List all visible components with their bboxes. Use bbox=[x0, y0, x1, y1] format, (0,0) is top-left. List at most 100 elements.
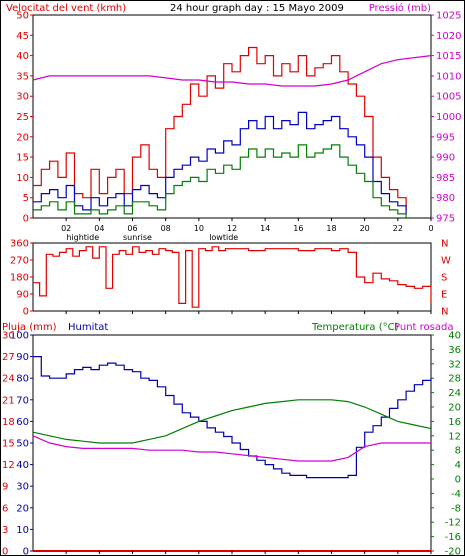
temperature-y-tick-label: 12 bbox=[448, 431, 461, 442]
wind-x-tick-label: 14 bbox=[260, 224, 270, 233]
pressure-y-tick-label: 980 bbox=[436, 193, 455, 204]
temperature-y-tick-label: -12 bbox=[445, 518, 461, 529]
direction-y-tick-label: 90 bbox=[16, 290, 29, 301]
wind_avg-line bbox=[33, 111, 407, 214]
wind-y-tick-label: 50 bbox=[16, 11, 29, 22]
temperature-y-tick-label: 20 bbox=[448, 403, 461, 414]
pressure-y-tick-label: 1000 bbox=[436, 112, 461, 123]
wind-speed-axis-title: Velocitat del vent (kmh) bbox=[6, 3, 126, 14]
chart-marks: 0510152025303540455097598098599099510001… bbox=[2, 11, 461, 556]
humidity-y-tick-label: 70 bbox=[16, 395, 29, 406]
wind-y-tick-label: 10 bbox=[16, 173, 29, 184]
pressure-y-tick-label: 995 bbox=[436, 132, 455, 143]
direction-y-tick-label: 180 bbox=[10, 273, 29, 284]
rain-y-tick-label: 27 bbox=[2, 352, 15, 363]
temperature-y-tick-label: 8 bbox=[455, 446, 461, 457]
humidity-y-tick-label: 30 bbox=[16, 482, 29, 493]
compass-label: N bbox=[441, 307, 448, 318]
rain-y-tick-label: 3 bbox=[2, 525, 8, 536]
wind_gust-line bbox=[33, 46, 407, 210]
temperature-y-tick-label: 4 bbox=[455, 460, 461, 471]
pressure-y-tick-label: 1010 bbox=[436, 71, 461, 82]
rain-y-tick-label: 6 bbox=[2, 503, 8, 514]
rain-y-tick-label: 9 bbox=[2, 482, 8, 493]
pressure-y-tick-label: 975 bbox=[436, 214, 455, 225]
rain-y-tick-label: 24 bbox=[2, 374, 15, 385]
wind-x-tick-label: 0 bbox=[428, 224, 433, 233]
compass-label: E bbox=[441, 290, 447, 301]
humidity-y-tick-label: 100 bbox=[10, 331, 29, 342]
temperature-y-tick-label: 16 bbox=[448, 417, 461, 428]
wind-y-tick-label: 15 bbox=[16, 153, 29, 164]
wind-x-tick-label: 12 bbox=[227, 224, 237, 233]
humidity-line bbox=[33, 356, 432, 479]
wind-y-tick-label: 35 bbox=[16, 71, 29, 82]
temperature-y-tick-label: 32 bbox=[448, 359, 461, 370]
pressure-y-tick-label: 1005 bbox=[436, 92, 461, 103]
pressure-y-tick-label: 990 bbox=[436, 153, 455, 164]
temperature-y-tick-label: -16 bbox=[445, 532, 461, 543]
wind-y-tick-label: 20 bbox=[16, 132, 29, 143]
compass-label: W bbox=[441, 256, 451, 267]
direction-line bbox=[33, 246, 432, 308]
humidity-y-tick-label: 60 bbox=[16, 417, 29, 428]
temperature-y-tick-label: -4 bbox=[451, 489, 461, 500]
graph-title: 24 hour graph day : 15 Mayo 2009 bbox=[170, 3, 344, 14]
wind-tide-label: lowtide bbox=[209, 233, 238, 242]
direction-y-tick-label: 0 bbox=[23, 307, 29, 318]
temperature-line bbox=[32, 399, 432, 444]
compass-label: N bbox=[441, 239, 448, 250]
wind-x-tick-label: 08 bbox=[161, 224, 171, 233]
pressure-y-tick-label: 1015 bbox=[436, 51, 461, 62]
pressure-line bbox=[32, 55, 432, 87]
wind-x-tick-label: 18 bbox=[326, 224, 336, 233]
humidity-y-tick-label: 50 bbox=[16, 439, 29, 450]
wind-x-tick-label: 22 bbox=[393, 224, 403, 233]
wind-tide-label: hightide bbox=[66, 233, 99, 242]
temperature-y-tick-label: 40 bbox=[448, 331, 461, 342]
direction-y-tick-label: 360 bbox=[10, 239, 29, 250]
dewpoint-line bbox=[32, 435, 431, 462]
wind-tide-label: sunrise bbox=[123, 233, 152, 242]
rain-y-tick-label: 30 bbox=[2, 331, 15, 342]
rain-y-tick-label: 15 bbox=[2, 439, 15, 450]
wind-y-tick-label: 40 bbox=[16, 51, 29, 62]
wind-x-tick-label: 04 bbox=[94, 224, 104, 233]
wind-x-tick-label: 06 bbox=[127, 224, 137, 233]
pressure-y-tick-label: 1020 bbox=[436, 31, 461, 42]
rain-axis-title: Pluja (mm) bbox=[2, 322, 57, 333]
humidity-y-tick-label: 90 bbox=[16, 352, 29, 363]
wind-x-tick-label: 16 bbox=[293, 224, 303, 233]
temperature-y-tick-label: 0 bbox=[455, 475, 461, 486]
compass-label: S bbox=[441, 273, 447, 284]
rain-y-tick-label: 12 bbox=[2, 460, 15, 471]
temperature-y-tick-label: 28 bbox=[448, 374, 461, 385]
wind-x-tick-label: 20 bbox=[360, 224, 370, 233]
humidity-y-tick-label: 40 bbox=[16, 460, 29, 471]
temperature-y-tick-label: 24 bbox=[448, 388, 461, 399]
wind-x-tick-label: 10 bbox=[194, 224, 204, 233]
humidity-axis-title: Humitat bbox=[68, 322, 108, 333]
temperature-y-tick-label: 36 bbox=[448, 345, 461, 356]
pressure-axis-title: Pressió (mb) bbox=[369, 2, 431, 14]
wind-y-tick-label: 0 bbox=[23, 214, 29, 225]
direction-y-tick-label: 270 bbox=[10, 256, 29, 267]
rain-y-tick-label: 18 bbox=[2, 417, 15, 428]
wind-y-tick-label: 30 bbox=[16, 92, 29, 103]
wind-y-tick-label: 45 bbox=[16, 31, 29, 42]
pressure-y-tick-label: 985 bbox=[436, 173, 455, 184]
humidity-y-tick-label: 80 bbox=[16, 374, 29, 385]
wind-y-tick-label: 25 bbox=[16, 112, 29, 123]
humidity-y-tick-label: 0 bbox=[23, 547, 29, 556]
pressure-y-tick-label: 1025 bbox=[436, 11, 461, 22]
wind_min-line bbox=[33, 144, 407, 218]
wind-x-tick-label: 02 bbox=[61, 224, 71, 233]
wind-y-tick-label: 5 bbox=[23, 193, 29, 204]
dewpoint-axis-title: Punt rosada bbox=[394, 322, 453, 333]
humidity-y-tick-label: 10 bbox=[16, 525, 29, 536]
temperature-y-tick-label: -20 bbox=[445, 547, 461, 556]
humidity-y-tick-label: 20 bbox=[16, 503, 29, 514]
temperature-axis-title: Temperatura (°C) bbox=[311, 322, 399, 333]
